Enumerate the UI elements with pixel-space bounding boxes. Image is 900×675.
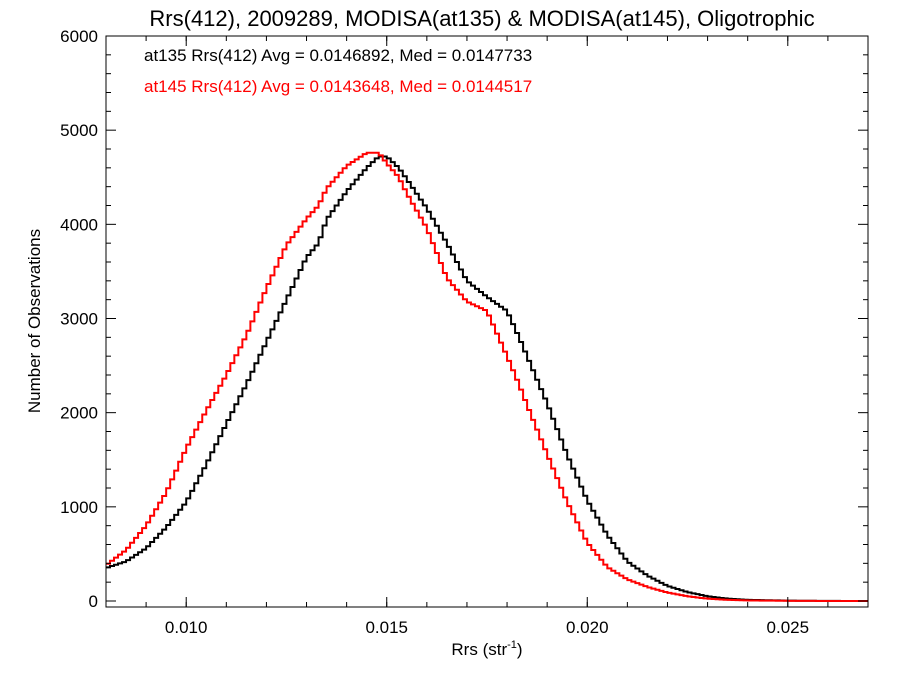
plot-frame — [105, 35, 869, 608]
legend-entry-at135: at135 Rrs(412) Avg = 0.0146892, Med = 0.… — [144, 46, 532, 65]
y-tick-label: 6000 — [60, 27, 98, 46]
series-layer — [106, 151, 868, 602]
y-axis-label: Number of Observations — [25, 229, 44, 413]
x-axis-label-close: ) — [517, 640, 523, 659]
x-axis-label-main: Rrs (str — [451, 640, 507, 659]
y-tick-label: 3000 — [60, 310, 98, 329]
chart-title: Rrs(412), 2009289, MODISA(at135) & MODIS… — [149, 6, 814, 31]
x-tick-label: 0.025 — [767, 618, 810, 637]
series-at145-line — [106, 151, 868, 602]
series-at135-line — [106, 155, 868, 602]
y-tick-label: 2000 — [60, 404, 98, 423]
y-tick-label: 0 — [89, 592, 98, 611]
x-axis-label-superscript: -1 — [507, 639, 517, 651]
y-tick-label: 5000 — [60, 121, 98, 140]
y-ticks: 0 1000 2000 3000 4000 5000 6000 — [60, 27, 868, 611]
legend-entry-at145: at145 Rrs(412) Avg = 0.0143648, Med = 0.… — [144, 77, 532, 96]
x-tick-label: 0.020 — [566, 618, 609, 637]
x-ticks: 0.010 0.015 0.020 0.025 — [105, 36, 869, 637]
x-axis-label: Rrs (str-1) — [451, 639, 522, 659]
x-tick-label: 0.010 — [165, 618, 208, 637]
y-tick-label: 1000 — [60, 498, 98, 517]
x-tick-label: 0.015 — [365, 618, 408, 637]
y-tick-label: 4000 — [60, 215, 98, 234]
